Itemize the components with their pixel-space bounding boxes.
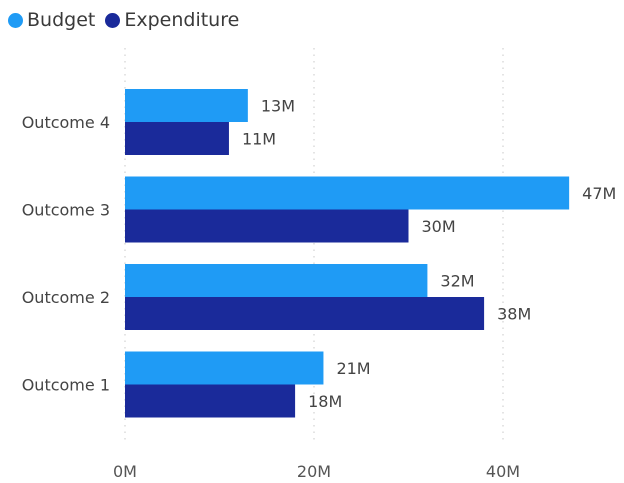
x-tick-label: 40M [486, 462, 520, 481]
legend-item-expenditure[interactable]: Expenditure [105, 9, 239, 31]
category-label: Outcome 1 [22, 376, 110, 395]
bar-expenditure [125, 384, 296, 418]
legend-swatch-budget [8, 12, 23, 28]
bar-budget [125, 264, 428, 297]
legend-swatch-expenditure [105, 12, 121, 28]
bar-budget [125, 176, 570, 210]
category-label: Outcome 3 [22, 201, 110, 220]
data-label: 18M [308, 392, 342, 411]
bar-budget [125, 89, 248, 122]
data-label: 32M [440, 272, 474, 291]
legend: Budget Expenditure [8, 7, 239, 33]
data-label: 30M [422, 217, 456, 236]
legend-label-expenditure: Expenditure [124, 9, 240, 31]
data-label: 47M [582, 184, 616, 203]
data-label: 38M [497, 305, 531, 324]
legend-item-budget[interactable]: Budget [8, 9, 95, 31]
data-label: 13M [261, 97, 295, 116]
x-tick-label: 20M [297, 462, 331, 481]
data-label: 11M [242, 130, 276, 149]
category-label: Outcome 2 [22, 288, 110, 307]
legend-label-budget: Budget [27, 9, 96, 31]
data-label: 21M [336, 359, 370, 378]
x-tick-label: 0M [113, 462, 137, 481]
category-label: Outcome 4 [22, 113, 110, 132]
bar-budget [125, 351, 324, 385]
bar-expenditure [125, 209, 409, 243]
bar-expenditure [125, 297, 485, 330]
bar-expenditure [125, 122, 229, 155]
